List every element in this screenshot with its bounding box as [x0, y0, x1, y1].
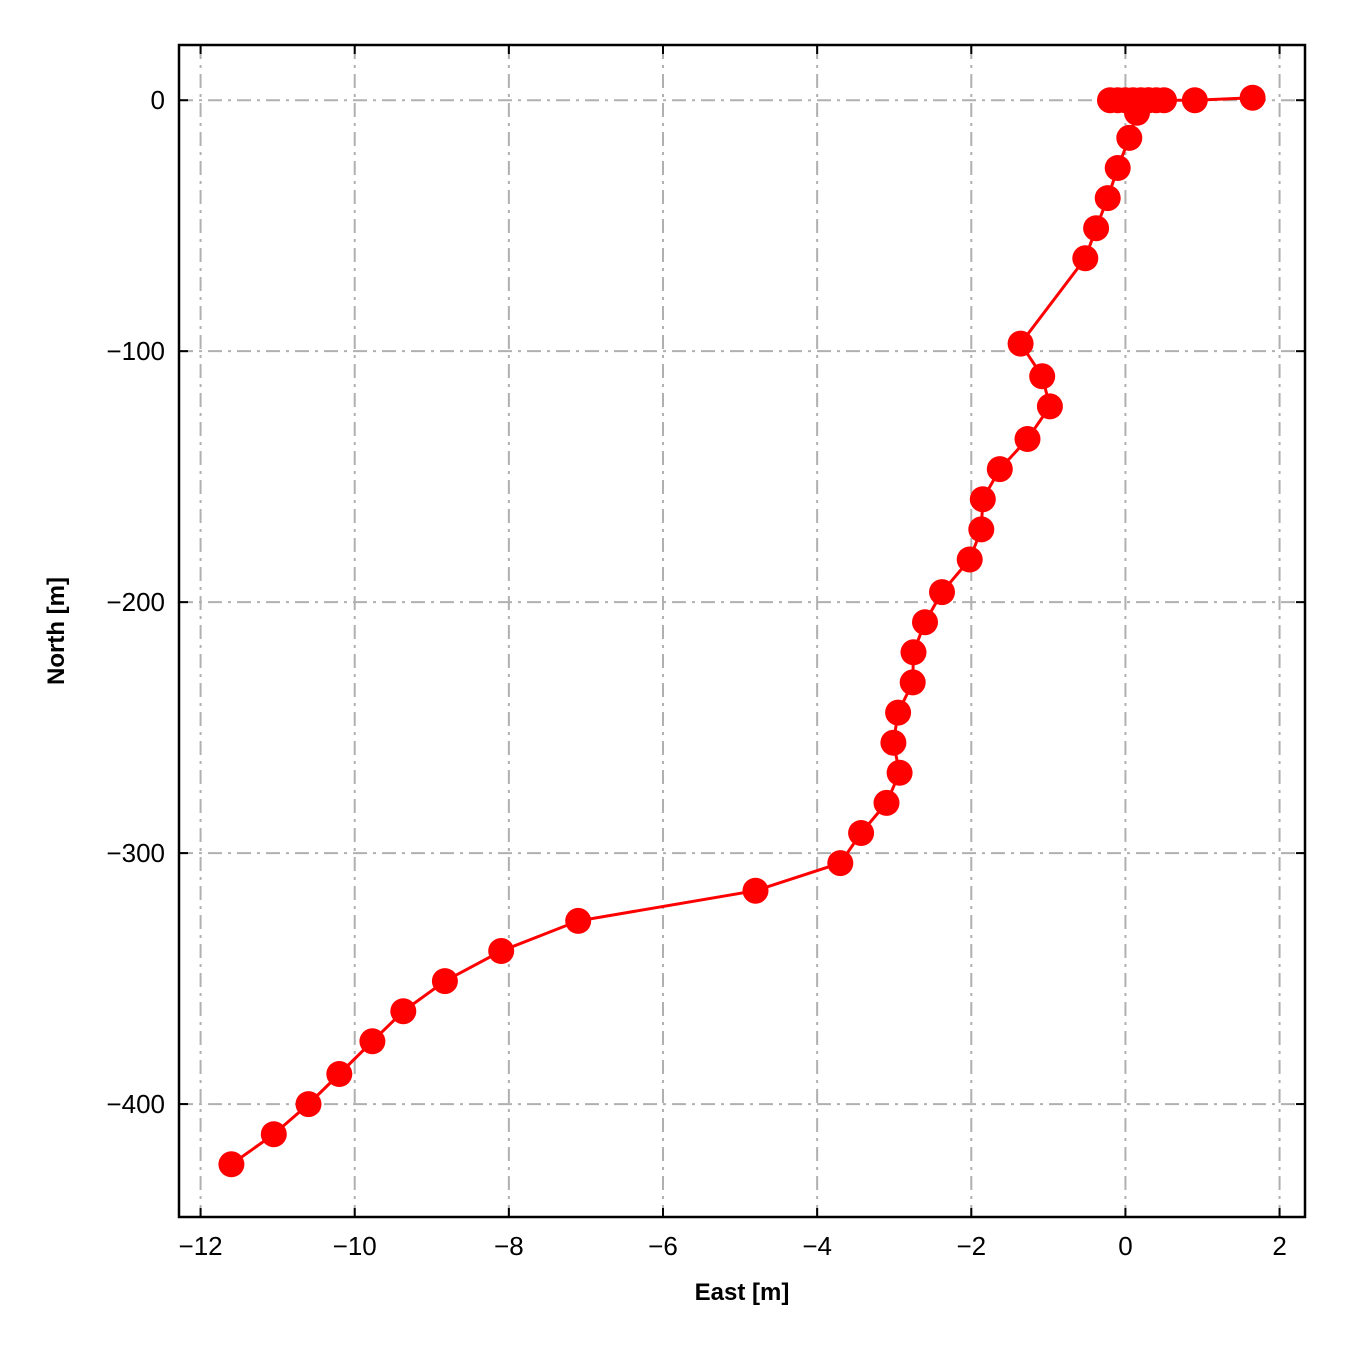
- y-tick-label: 0: [151, 85, 165, 115]
- trajectory-point: [1014, 426, 1041, 452]
- y-axis-label: North [m]: [43, 577, 70, 685]
- trajectory-point: [900, 639, 927, 666]
- trajectory-point: [1104, 155, 1131, 181]
- x-tick-label: −8: [494, 1231, 524, 1261]
- y-tick-label: −200: [106, 587, 165, 617]
- trajectory-point: [1007, 330, 1034, 357]
- trajectory-point: [1124, 99, 1150, 126]
- trajectory-point: [885, 699, 912, 726]
- trajectory-point: [1116, 124, 1143, 151]
- y-tick-label: −100: [106, 336, 165, 366]
- trajectory-point: [986, 456, 1013, 483]
- trajectory-point: [1181, 87, 1208, 114]
- trajectory-point: [260, 1121, 287, 1148]
- trajectory-point: [390, 998, 417, 1025]
- trajectory-series: [218, 84, 1266, 1178]
- trajectory-point: [1094, 185, 1121, 212]
- x-tick-label: 2: [1272, 1231, 1286, 1261]
- trajectory-point: [969, 486, 996, 513]
- trajectory-point: [1097, 87, 1123, 114]
- trajectory-point: [431, 968, 458, 995]
- x-tick-labels: −12 −10 −8 −6 −4 −2 0 2: [179, 1231, 1287, 1261]
- x-tick-label: −6: [648, 1231, 678, 1261]
- axis-ticks: [179, 45, 1305, 1217]
- x-tick-label: −4: [802, 1231, 832, 1261]
- x-tick-label: 0: [1118, 1231, 1132, 1261]
- trajectory-point: [1083, 215, 1110, 242]
- trajectory-line: [230, 96, 1253, 1166]
- trajectory-point: [742, 877, 769, 904]
- x-tick-label: −10: [333, 1231, 377, 1261]
- trajectory-point: [1036, 393, 1063, 420]
- trajectory-point: [929, 579, 955, 606]
- trajectory-point: [873, 789, 900, 816]
- trajectory-point: [295, 1091, 322, 1118]
- trajectory-point: [359, 1028, 386, 1055]
- x-tick-label: −2: [956, 1231, 986, 1261]
- trajectory-point: [848, 820, 875, 846]
- trajectory-point: [488, 938, 515, 964]
- trajectory-point: [968, 516, 995, 543]
- trajectory-point: [1029, 363, 1056, 390]
- grid: [179, 45, 1305, 1217]
- y-tick-label: −300: [106, 838, 165, 868]
- y-tick-labels: 0 −100 −200 −300 −400: [106, 85, 165, 1119]
- trajectory-point: [827, 850, 854, 877]
- trajectory-point: [1072, 245, 1099, 272]
- trajectory-point: [886, 759, 913, 786]
- trajectory-point: [880, 729, 907, 756]
- x-axis-label: East [m]: [695, 1279, 790, 1306]
- trajectory-point: [899, 669, 926, 696]
- trajectory-point: [912, 609, 938, 636]
- y-tick-label: −400: [106, 1089, 165, 1119]
- trajectory-point: [1239, 84, 1266, 111]
- trajectory-point: [565, 907, 592, 934]
- trajectory-points: [218, 84, 1266, 1178]
- x-tick-label: −12: [179, 1231, 223, 1261]
- trajectory-point: [956, 546, 983, 573]
- plot-frame: [177, 43, 1307, 1219]
- trajectory-point: [326, 1061, 353, 1087]
- trajectory-point: [218, 1151, 245, 1178]
